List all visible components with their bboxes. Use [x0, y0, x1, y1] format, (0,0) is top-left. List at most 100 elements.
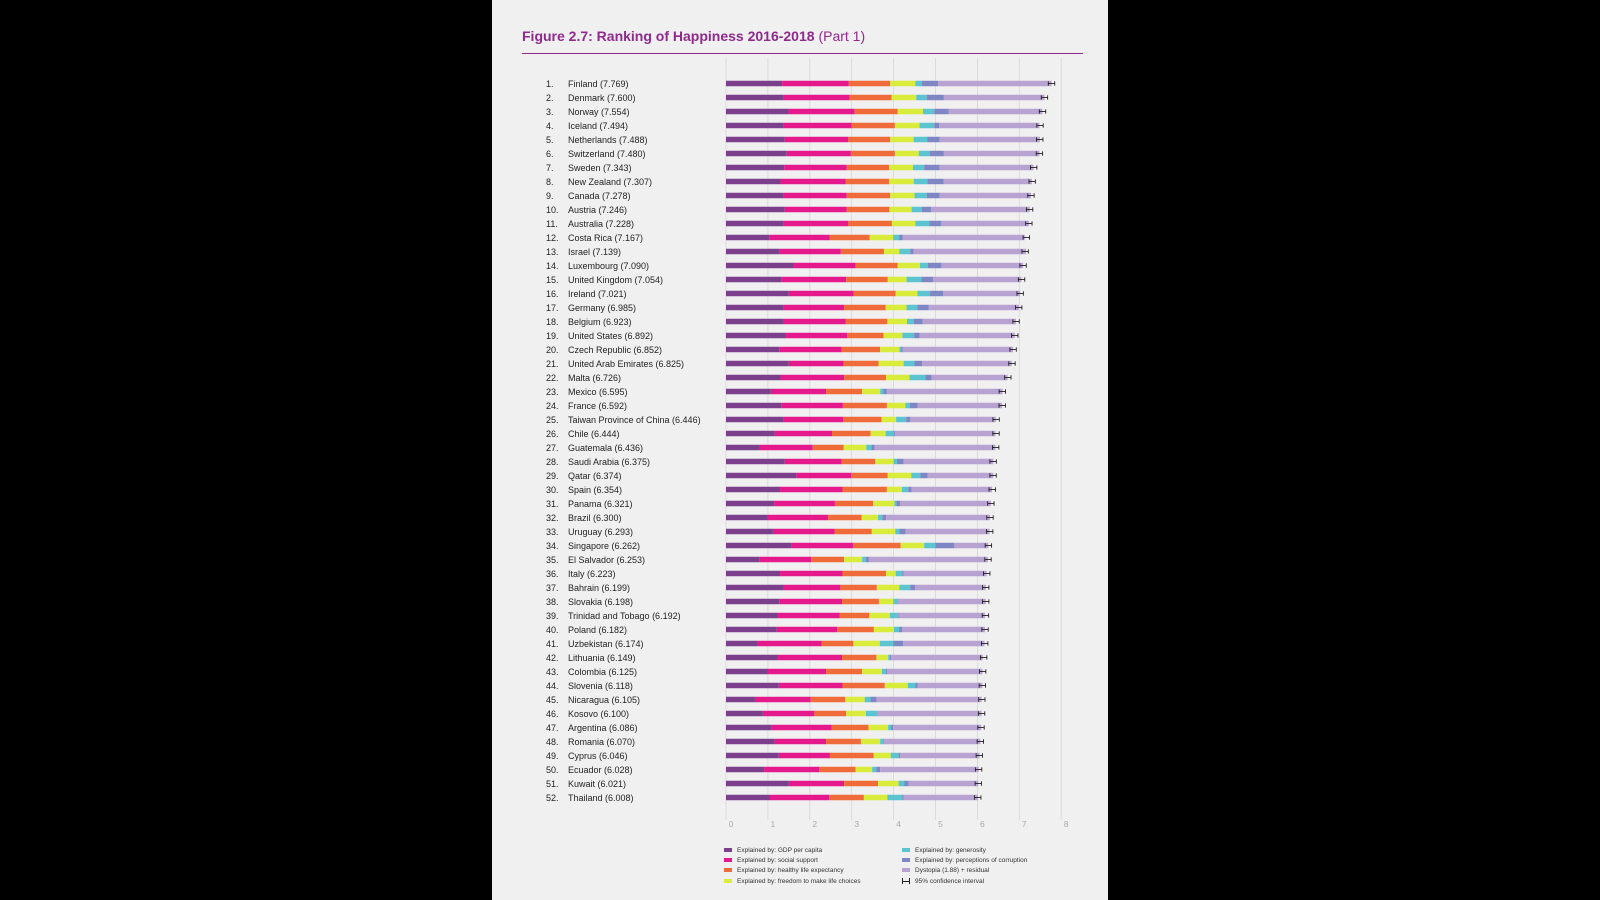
bar-segment — [943, 290, 1021, 297]
country-label: Nicaragua (6.105) — [568, 694, 641, 705]
bar-segment — [921, 206, 932, 213]
bar-segment — [948, 108, 1043, 115]
bar-segment — [726, 654, 778, 661]
bar-segment — [895, 528, 900, 535]
country-label: Norway (7.554) — [568, 106, 630, 117]
bar-segment — [780, 486, 843, 493]
bar-segment — [893, 430, 895, 437]
legend-item: Dystopia (1.88) + residual — [902, 867, 989, 875]
bar-segment — [882, 514, 887, 521]
bar-segment — [841, 346, 881, 353]
country-label: Finland (7.769) — [568, 78, 629, 89]
bar-segment — [726, 318, 783, 325]
country-label: Brazil (6.300) — [568, 512, 622, 523]
legend-item: Explained by: GDP per capita — [724, 847, 822, 855]
bar-segment — [872, 766, 877, 773]
bar-segment — [935, 542, 955, 549]
bar-segment — [726, 206, 785, 213]
bar-segment — [889, 612, 898, 619]
country-label: Ecuador (6.028) — [568, 764, 633, 775]
bar-segment — [726, 542, 792, 549]
bar-segment — [891, 94, 917, 101]
rank-label: 41. — [546, 638, 559, 649]
bar-segment — [911, 486, 993, 493]
bar-segment — [791, 542, 853, 549]
bar-segment — [921, 276, 933, 283]
legend-label: Explained by: healthy life expectancy — [737, 867, 844, 874]
bar-segment — [863, 794, 888, 801]
bar-segment — [870, 696, 877, 703]
bar-segment — [783, 94, 850, 101]
bar-segment — [772, 528, 835, 535]
bar-segment — [914, 192, 927, 199]
bar-segment — [726, 696, 755, 703]
bar-segment — [774, 738, 827, 745]
bar-segment — [897, 612, 899, 619]
bar-segment — [900, 542, 925, 549]
rank-label: 22. — [546, 372, 559, 383]
bar-segment — [812, 444, 844, 451]
bar-segment — [769, 234, 830, 241]
bar-segment — [903, 360, 915, 367]
legend-label: Explained by: social support — [737, 857, 818, 864]
country-label: Malta (6.726) — [568, 372, 622, 383]
bar-segment — [889, 206, 912, 213]
bar-segment — [893, 598, 899, 605]
country-label: United Arab Emirates (6.825) — [568, 358, 685, 369]
rank-label: 48. — [546, 736, 559, 747]
country-label: Poland (6.182) — [568, 624, 628, 635]
rank-label: 13. — [546, 246, 559, 257]
bar-segment — [888, 178, 914, 185]
bar-segment — [726, 430, 775, 437]
bar-segment — [844, 696, 865, 703]
bar-segment — [829, 234, 870, 241]
rank-label: 43. — [546, 666, 559, 677]
rank-label: 29. — [546, 470, 559, 481]
bar-segment — [726, 500, 775, 507]
bar-segment — [834, 528, 872, 535]
bar-segment — [880, 738, 884, 745]
bar-segment — [876, 766, 881, 773]
bar-segment — [932, 276, 1022, 283]
country-label: Costa Rica (7.167) — [568, 232, 644, 243]
bar-segment — [899, 626, 902, 633]
country-label: Spain (6.354) — [568, 484, 623, 495]
bar-segment — [780, 374, 845, 381]
bar-segment — [927, 178, 944, 185]
bar-segment — [924, 164, 940, 171]
x-tick-label: 6 — [980, 819, 985, 829]
bar-segment — [776, 626, 838, 633]
bar-segment — [726, 640, 758, 647]
bar-segment — [893, 234, 900, 241]
rank-label: 31. — [546, 498, 559, 509]
bar-segment — [786, 150, 851, 157]
country-label: Saudi Arabia (6.375) — [568, 456, 651, 467]
bar-segment — [788, 108, 855, 115]
rank-label: 1. — [546, 78, 554, 89]
country-label: Argentina (6.086) — [568, 722, 638, 733]
bar-segment — [785, 332, 848, 339]
country-label: Qatar (6.374) — [568, 470, 622, 481]
country-label: Austria (7.246) — [568, 204, 628, 215]
bar-segment — [783, 220, 849, 227]
bar-segment — [906, 276, 922, 283]
legend-item: Explained by: generosity — [902, 847, 986, 855]
bar-segment — [783, 122, 852, 129]
bar-segment — [862, 388, 881, 395]
bar-segment — [843, 360, 879, 367]
legend-label: Explained by: freedom to make life choic… — [737, 878, 861, 885]
bar-segment — [726, 388, 771, 395]
bar-segment — [925, 374, 932, 381]
bar-segment — [899, 584, 911, 591]
figure-title: Figure 2.7: Ranking of Happiness 2016-20… — [522, 28, 865, 44]
bar-segment — [788, 360, 844, 367]
bar-segment — [779, 248, 841, 255]
bar-segment — [905, 402, 910, 409]
legend-swatch — [724, 879, 732, 884]
bar-segment — [917, 682, 983, 689]
bar-segment — [898, 612, 985, 619]
bar-segment — [888, 164, 913, 171]
country-label: Cyprus (6.046) — [568, 750, 628, 761]
bar-segment — [883, 248, 900, 255]
legend-swatch — [902, 868, 910, 873]
